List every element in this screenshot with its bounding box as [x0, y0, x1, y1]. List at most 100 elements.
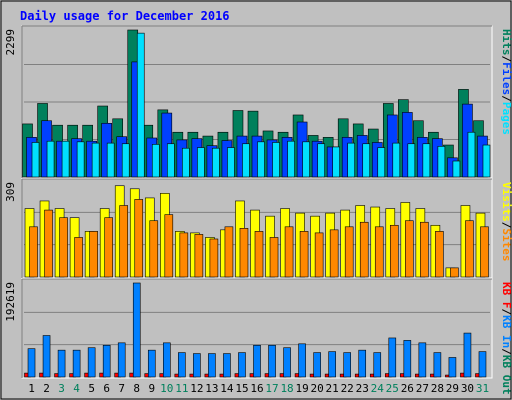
bar-pages-day-16 [257, 141, 265, 178]
bar-pages-day-19 [302, 141, 310, 178]
bar-pages-day-15 [242, 143, 250, 178]
bar-pages-day-31 [482, 144, 491, 178]
x-label-day-20: 20 [311, 382, 324, 395]
chart-title: Daily usage for December 2016 [20, 9, 230, 23]
bar-pages-day-11 [182, 147, 190, 178]
x-label-day-12: 12 [190, 382, 203, 395]
legend-kb-in: KB In [500, 315, 512, 348]
bar-pages-day-30 [467, 131, 476, 178]
bar-kb-in-day-30 [463, 332, 472, 378]
bar-kb-in-day-3 [57, 349, 66, 378]
x-label-day-25: 25 [386, 382, 399, 395]
bar-kb-in-day-9 [147, 349, 156, 378]
bar-sites-day-11 [179, 232, 189, 278]
x-label-day-15: 15 [235, 382, 248, 395]
legend-kb-out: KB Out [500, 355, 512, 395]
bar-kb-in-day-24 [373, 352, 382, 378]
bar-sites-day-2 [44, 209, 53, 278]
bar-kb-in-day-11 [178, 352, 186, 378]
bar-sites-day-22 [344, 226, 354, 278]
bar-kb-in-day-23 [358, 349, 367, 378]
legend-pages: Pages [500, 102, 512, 135]
bar-pages-day-22 [347, 142, 355, 178]
bar-kb-in-day-27 [418, 342, 427, 378]
bar-kb-in-day-5 [87, 347, 96, 378]
bar-kb-in-day-16 [253, 344, 261, 378]
x-label-day-29: 29 [446, 382, 459, 395]
legend-separator: / [500, 56, 512, 63]
x-label-day-21: 21 [326, 382, 339, 395]
x-label-day-16: 16 [250, 382, 263, 395]
bar-pages-day-5 [91, 142, 100, 178]
bar-pages-day-14 [227, 147, 235, 178]
bar-pages-day-27 [422, 143, 431, 178]
x-label-day-18: 18 [280, 382, 293, 395]
bar-sites-day-3 [59, 217, 68, 278]
legend-separator: / [500, 309, 512, 316]
x-label-day-23: 23 [356, 382, 369, 395]
x-label-day-26: 26 [401, 382, 414, 395]
x-label-day-30: 30 [461, 382, 474, 395]
bar-pages-day-13 [212, 147, 220, 178]
x-label-day-10: 10 [160, 382, 173, 395]
bar-sites-day-13 [209, 238, 219, 278]
legend-files: Files [500, 62, 512, 95]
bar-kb-in-day-28 [433, 352, 442, 378]
bar-pages-day-4 [76, 141, 85, 178]
bar-pages-day-26 [407, 143, 416, 178]
x-label-day-24: 24 [371, 382, 385, 395]
bar-sites-day-26 [405, 220, 414, 278]
bar-sites-day-16 [254, 231, 264, 278]
bar-pages-day-24 [377, 147, 386, 178]
bar-pages-day-20 [317, 143, 325, 178]
bar-sites-day-14 [224, 226, 234, 278]
bar-pages-day-28 [437, 146, 446, 178]
bar-kb-in-day-4 [72, 349, 81, 378]
x-label-day-13: 13 [205, 382, 218, 395]
bar-sites-day-7 [119, 205, 129, 278]
x-label-day-1: 1 [28, 382, 35, 395]
bar-kb-in-day-29 [448, 357, 457, 378]
bar-sites-day-15 [239, 228, 249, 278]
bar-kb-in-day-26 [403, 340, 412, 378]
bar-sites-day-27 [420, 221, 429, 278]
bar-kb-in-day-31 [478, 351, 487, 378]
bar-kb-in-day-10 [163, 342, 171, 378]
bar-sites-day-8 [134, 199, 144, 278]
bar-pages-day-12 [197, 147, 205, 178]
legend-separator: / [500, 95, 512, 102]
bar-kb-in-day-13 [208, 353, 216, 378]
bar-sites-day-9 [149, 220, 159, 278]
bar-pages-day-29 [452, 160, 461, 178]
bar-pages-day-7 [121, 143, 130, 178]
bar-kb-in-day-6 [102, 344, 111, 378]
panel-2-max-label: 192619 [4, 282, 17, 322]
x-label-day-9: 9 [148, 382, 155, 395]
legend-sites: Sites [500, 228, 512, 261]
bar-pages-day-18 [287, 140, 295, 178]
bar-pages-day-1 [31, 142, 40, 178]
bar-kb-in-day-21 [328, 351, 336, 378]
bar-sites-day-31 [480, 226, 489, 278]
x-label-day-17: 17 [265, 382, 278, 395]
bar-sites-day-23 [359, 221, 369, 278]
x-label-day-7: 7 [118, 382, 125, 395]
bar-sites-day-6 [104, 217, 113, 278]
bar-sites-day-25 [389, 224, 399, 278]
bar-sites-day-30 [465, 220, 474, 278]
bar-pages-day-8 [136, 32, 145, 178]
x-label-day-11: 11 [175, 382, 188, 395]
bar-sites-day-20 [314, 232, 324, 278]
bar-sites-day-1 [29, 226, 38, 278]
bar-pages-day-3 [61, 140, 70, 178]
panel-1-max-label: 309 [4, 182, 17, 202]
panel-2-legend: KB F/KB In/KB Out [500, 282, 512, 395]
bar-kb-in-day-14 [223, 353, 231, 378]
bar-sites-day-4 [74, 237, 83, 278]
bar-kb-in-day-7 [117, 342, 126, 378]
x-label-day-27: 27 [416, 382, 429, 395]
bar-kb-in-day-1 [27, 348, 36, 378]
bar-kb-in-day-15 [238, 352, 246, 378]
bar-pages-day-2 [46, 140, 55, 178]
